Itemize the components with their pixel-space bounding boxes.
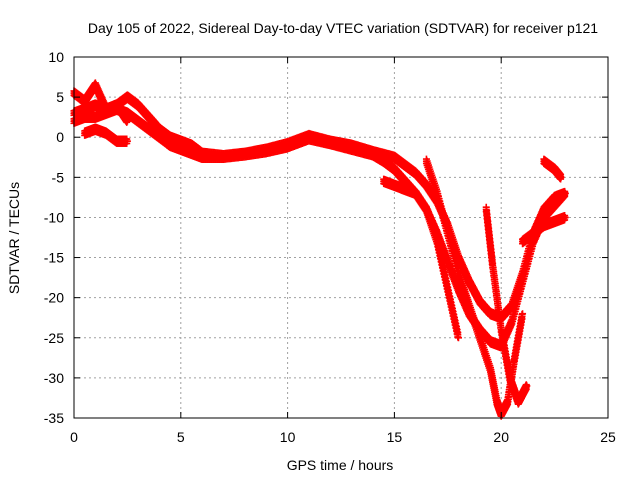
series-track-g [540, 155, 565, 183]
data-marks [70, 79, 569, 420]
chart-title: Day 105 of 2022, Sidereal Day-to-day VTE… [88, 20, 598, 36]
